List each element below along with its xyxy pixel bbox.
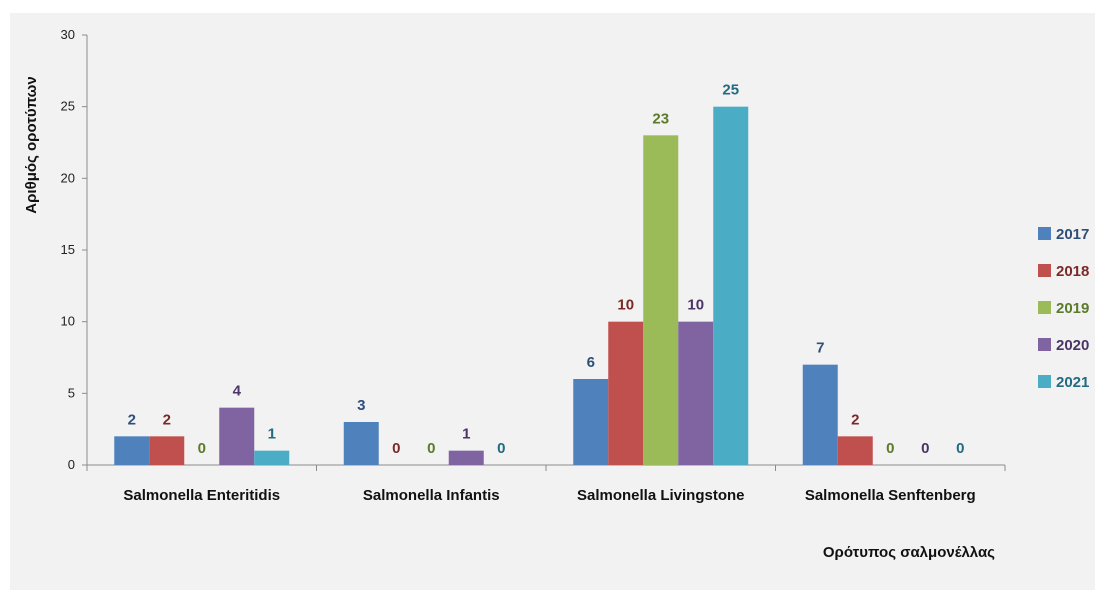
y-tick-label: 25 <box>61 99 75 114</box>
data-label: 4 <box>233 383 242 400</box>
legend-swatch <box>1038 338 1051 351</box>
legend-swatch <box>1038 227 1051 240</box>
bars <box>114 106 873 466</box>
y-axis: 0 5 10 15 20 25 30 <box>61 27 88 472</box>
legend-swatch <box>1038 375 1051 388</box>
data-label: 2 <box>851 411 859 428</box>
data-label: 0 <box>497 440 505 457</box>
legend-label: 2017 <box>1056 226 1089 243</box>
bar <box>219 407 255 465</box>
legend: 2017 2018 2019 2020 2021 <box>1038 226 1089 391</box>
data-label: 10 <box>617 297 634 314</box>
y-tick-label: 15 <box>61 242 75 257</box>
data-label: 0 <box>198 440 206 457</box>
data-label: 3 <box>357 397 365 414</box>
bar <box>114 436 150 465</box>
data-label: 2 <box>163 411 171 428</box>
data-label: 7 <box>816 340 824 357</box>
data-label: 1 <box>462 426 470 443</box>
bar <box>643 135 679 465</box>
legend-swatch <box>1038 301 1051 314</box>
data-label: 0 <box>427 440 435 457</box>
legend-label: 2018 <box>1056 263 1089 280</box>
y-tick-label: 5 <box>68 385 75 400</box>
category-label: Salmonella Infantis <box>363 487 500 504</box>
data-label: 0 <box>921 440 929 457</box>
data-label: 0 <box>956 440 964 457</box>
data-label: 6 <box>587 354 595 371</box>
category-label: Salmonella Livingstone <box>577 487 745 504</box>
category-label: Salmonella Enteritidis <box>123 487 280 504</box>
bar <box>254 450 290 465</box>
data-label: 23 <box>652 110 669 127</box>
data-label: 10 <box>687 297 704 314</box>
bar <box>837 436 873 465</box>
legend-label: 2021 <box>1056 374 1089 391</box>
bar <box>573 379 609 465</box>
bar <box>713 106 749 466</box>
category-label: Salmonella Senftenberg <box>805 487 976 504</box>
data-label: 25 <box>722 82 739 99</box>
x-axis-title: Ορότυπος σαλμονέλλας <box>823 544 995 561</box>
y-tick-label: 0 <box>68 457 75 472</box>
bar <box>802 364 838 465</box>
bar <box>448 450 484 465</box>
legend-label: 2019 <box>1056 300 1089 317</box>
bar <box>608 321 644 465</box>
data-label: 0 <box>392 440 400 457</box>
bar <box>343 422 379 465</box>
y-axis-title: Αριθμός οροτύπων <box>23 76 40 213</box>
chart-area: 0 5 10 15 20 25 30 Salmonella Enteritidis Salmo… <box>10 13 1095 590</box>
y-tick-label: 10 <box>61 314 75 329</box>
legend-swatch <box>1038 264 1051 277</box>
data-label: 1 <box>268 426 276 443</box>
y-tick-label: 20 <box>61 170 75 185</box>
legend-label: 2020 <box>1056 337 1089 354</box>
data-label: 2 <box>128 411 136 428</box>
data-label: 0 <box>886 440 894 457</box>
x-axis: Salmonella Enteritidis Salmonella Infanti… <box>86 464 1006 504</box>
y-tick-label: 30 <box>61 27 75 42</box>
bar <box>678 321 714 465</box>
bar <box>149 436 185 465</box>
